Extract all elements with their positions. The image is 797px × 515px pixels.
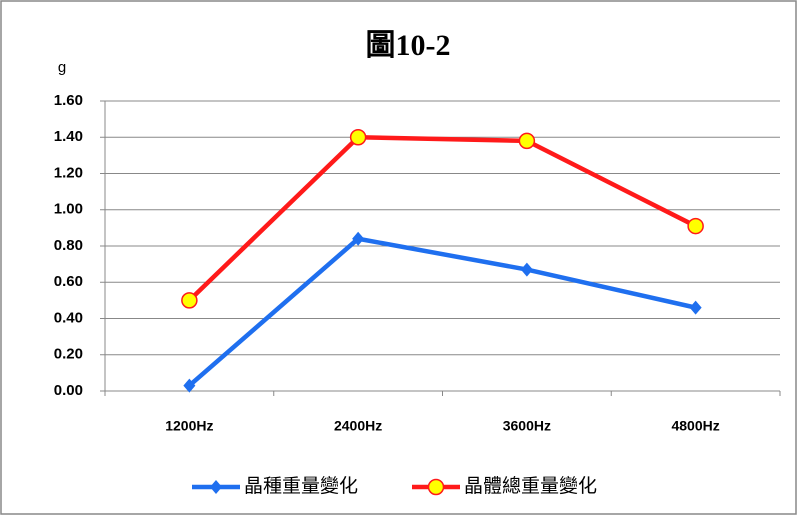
y-tick-label: 1.60 [54, 92, 83, 109]
marker [181, 292, 198, 309]
y-tick-label: 1.00 [54, 201, 83, 218]
y-tick-label: 1.20 [54, 164, 83, 181]
chart-title: 圖10-2 [366, 29, 451, 62]
legend-marker [427, 478, 445, 496]
y-tick-label: 1.40 [54, 128, 83, 145]
marker [183, 378, 196, 393]
y-axis-label: g [58, 59, 66, 76]
x-tick-label: 1200Hz [165, 418, 213, 434]
y-tick-label: 0.80 [54, 237, 83, 254]
legend-label: 晶體總重量變化 [464, 475, 597, 497]
series-line [187, 236, 697, 388]
marker [349, 129, 367, 146]
y-tick-label: 0.20 [54, 346, 83, 363]
y-tick-label: 0.60 [54, 273, 83, 290]
marker [352, 231, 365, 246]
x-tick-label: 4800Hz [671, 418, 719, 434]
legend-marker [210, 480, 222, 494]
marker [518, 132, 536, 150]
marker [689, 300, 702, 315]
x-tick-label: 3600Hz [503, 418, 551, 434]
y-tick-label: 0.40 [54, 309, 83, 326]
x-tick-label: 2400Hz [334, 418, 382, 434]
marker [520, 262, 533, 277]
marker [687, 217, 704, 235]
series-line [187, 135, 697, 302]
legend-label: 晶種重量變化 [244, 475, 358, 497]
y-tick-label: 0.00 [54, 382, 83, 399]
